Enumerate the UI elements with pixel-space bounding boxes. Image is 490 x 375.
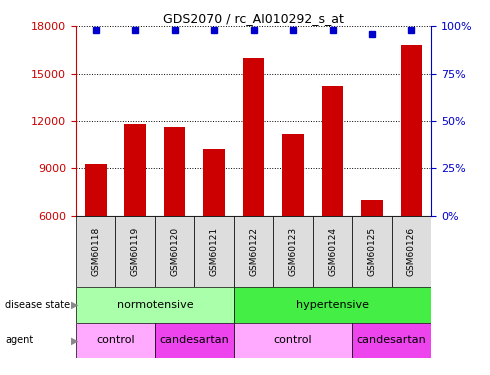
Bar	[164, 127, 186, 216]
Text: disease state: disease state	[5, 300, 70, 310]
Bar	[392, 216, 431, 287]
Bar	[116, 216, 155, 287]
Text: control: control	[96, 335, 135, 345]
Bar	[361, 200, 383, 216]
Text: GSM60122: GSM60122	[249, 227, 258, 276]
Text: GSM60126: GSM60126	[407, 226, 416, 276]
Bar	[155, 322, 234, 358]
Bar	[321, 86, 343, 216]
Text: GSM60121: GSM60121	[210, 226, 219, 276]
Bar	[352, 322, 431, 358]
Bar	[234, 287, 431, 322]
Bar	[234, 322, 352, 358]
Text: candesartan: candesartan	[159, 335, 229, 345]
Bar	[85, 164, 106, 216]
Text: ▶: ▶	[71, 335, 78, 345]
Bar	[273, 216, 313, 287]
Text: GSM60124: GSM60124	[328, 227, 337, 276]
Bar	[313, 216, 352, 287]
Bar	[243, 58, 265, 216]
Text: ▶: ▶	[71, 300, 78, 310]
Bar	[124, 124, 146, 216]
Bar	[155, 216, 195, 287]
Bar	[195, 216, 234, 287]
Text: hypertensive: hypertensive	[296, 300, 369, 310]
Text: control: control	[274, 335, 312, 345]
Title: GDS2070 / rc_AI010292_s_at: GDS2070 / rc_AI010292_s_at	[163, 12, 344, 25]
Bar	[234, 216, 273, 287]
Bar	[76, 216, 116, 287]
Bar	[76, 322, 155, 358]
Bar	[352, 216, 392, 287]
Bar	[401, 45, 422, 216]
Text: GSM60120: GSM60120	[170, 226, 179, 276]
Bar	[76, 287, 234, 322]
Text: GSM60125: GSM60125	[368, 226, 376, 276]
Text: GSM60119: GSM60119	[131, 226, 140, 276]
Text: normotensive: normotensive	[117, 300, 193, 310]
Text: candesartan: candesartan	[357, 335, 427, 345]
Text: agent: agent	[5, 335, 33, 345]
Bar	[203, 149, 225, 216]
Text: GSM60118: GSM60118	[91, 226, 100, 276]
Bar	[282, 134, 304, 216]
Text: GSM60123: GSM60123	[289, 226, 297, 276]
